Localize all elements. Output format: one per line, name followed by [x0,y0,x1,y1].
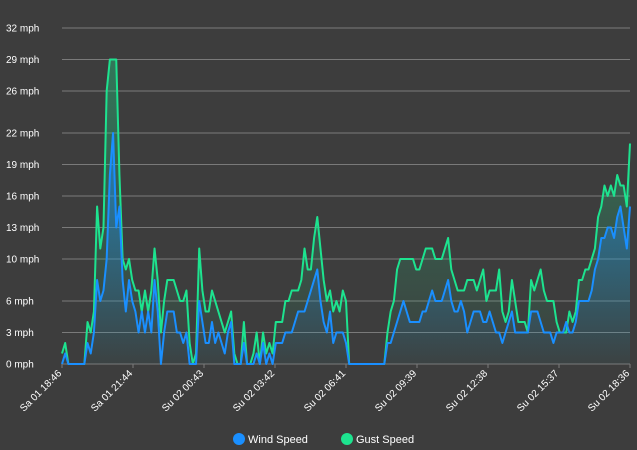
legend-item-wind-speed[interactable]: Wind Speed [233,433,308,446]
y-axis: 0 mph 3 mph 6 mph 10 mph 13 mph 16 mph 19 mph 2… [6,24,39,371]
y-tick-label: 29 mph [6,55,39,66]
legend-label: Wind Speed [248,434,308,446]
legend-swatch [233,433,245,445]
legend-item-gust-speed[interactable]: Gust Speed [341,433,414,446]
x-tick-label: Su 02 06:41 [302,368,348,414]
y-tick-label: 22 mph [6,129,39,140]
wind-speed-line[interactable] [61,132,631,365]
x-tick-label: Su 02 18:36 [586,368,632,414]
y-tick-label: 10 mph [6,255,39,266]
x-tick-label: Sa 01 18:46 [18,368,64,414]
legend-swatch [341,433,353,445]
x-tick-label: Su 02 03:42 [231,368,277,414]
y-tick-label: 16 mph [6,192,39,203]
x-tick-label: Sa 01 21:44 [89,368,135,414]
y-tick-label: 26 mph [6,87,39,98]
chart-legend[interactable]: Wind Speed Gust Speed [233,433,414,446]
x-tick-label: Su 02 09:39 [373,368,419,414]
wind-speed-area [62,133,630,364]
x-axis: Sa 01 18:46 Sa 01 21:44 Su 02 00:43 Su 02 0… [18,364,632,414]
gust-speed-line[interactable] [61,58,631,365]
y-tick-label: 19 mph [6,160,39,171]
y-tick-label: 0 mph [6,360,34,371]
series-layer [61,58,631,365]
legend-label: Gust Speed [356,434,414,446]
y-tick-label: 13 mph [6,223,39,234]
x-tick-label: Su 02 15:37 [515,368,561,414]
x-tick-label: Su 02 12:38 [444,368,490,414]
y-tick-label: 3 mph [6,328,34,339]
x-tick-label: Su 02 00:43 [160,368,206,414]
y-tick-label: 6 mph [6,297,34,308]
y-tick-label: 32 mph [6,24,39,35]
